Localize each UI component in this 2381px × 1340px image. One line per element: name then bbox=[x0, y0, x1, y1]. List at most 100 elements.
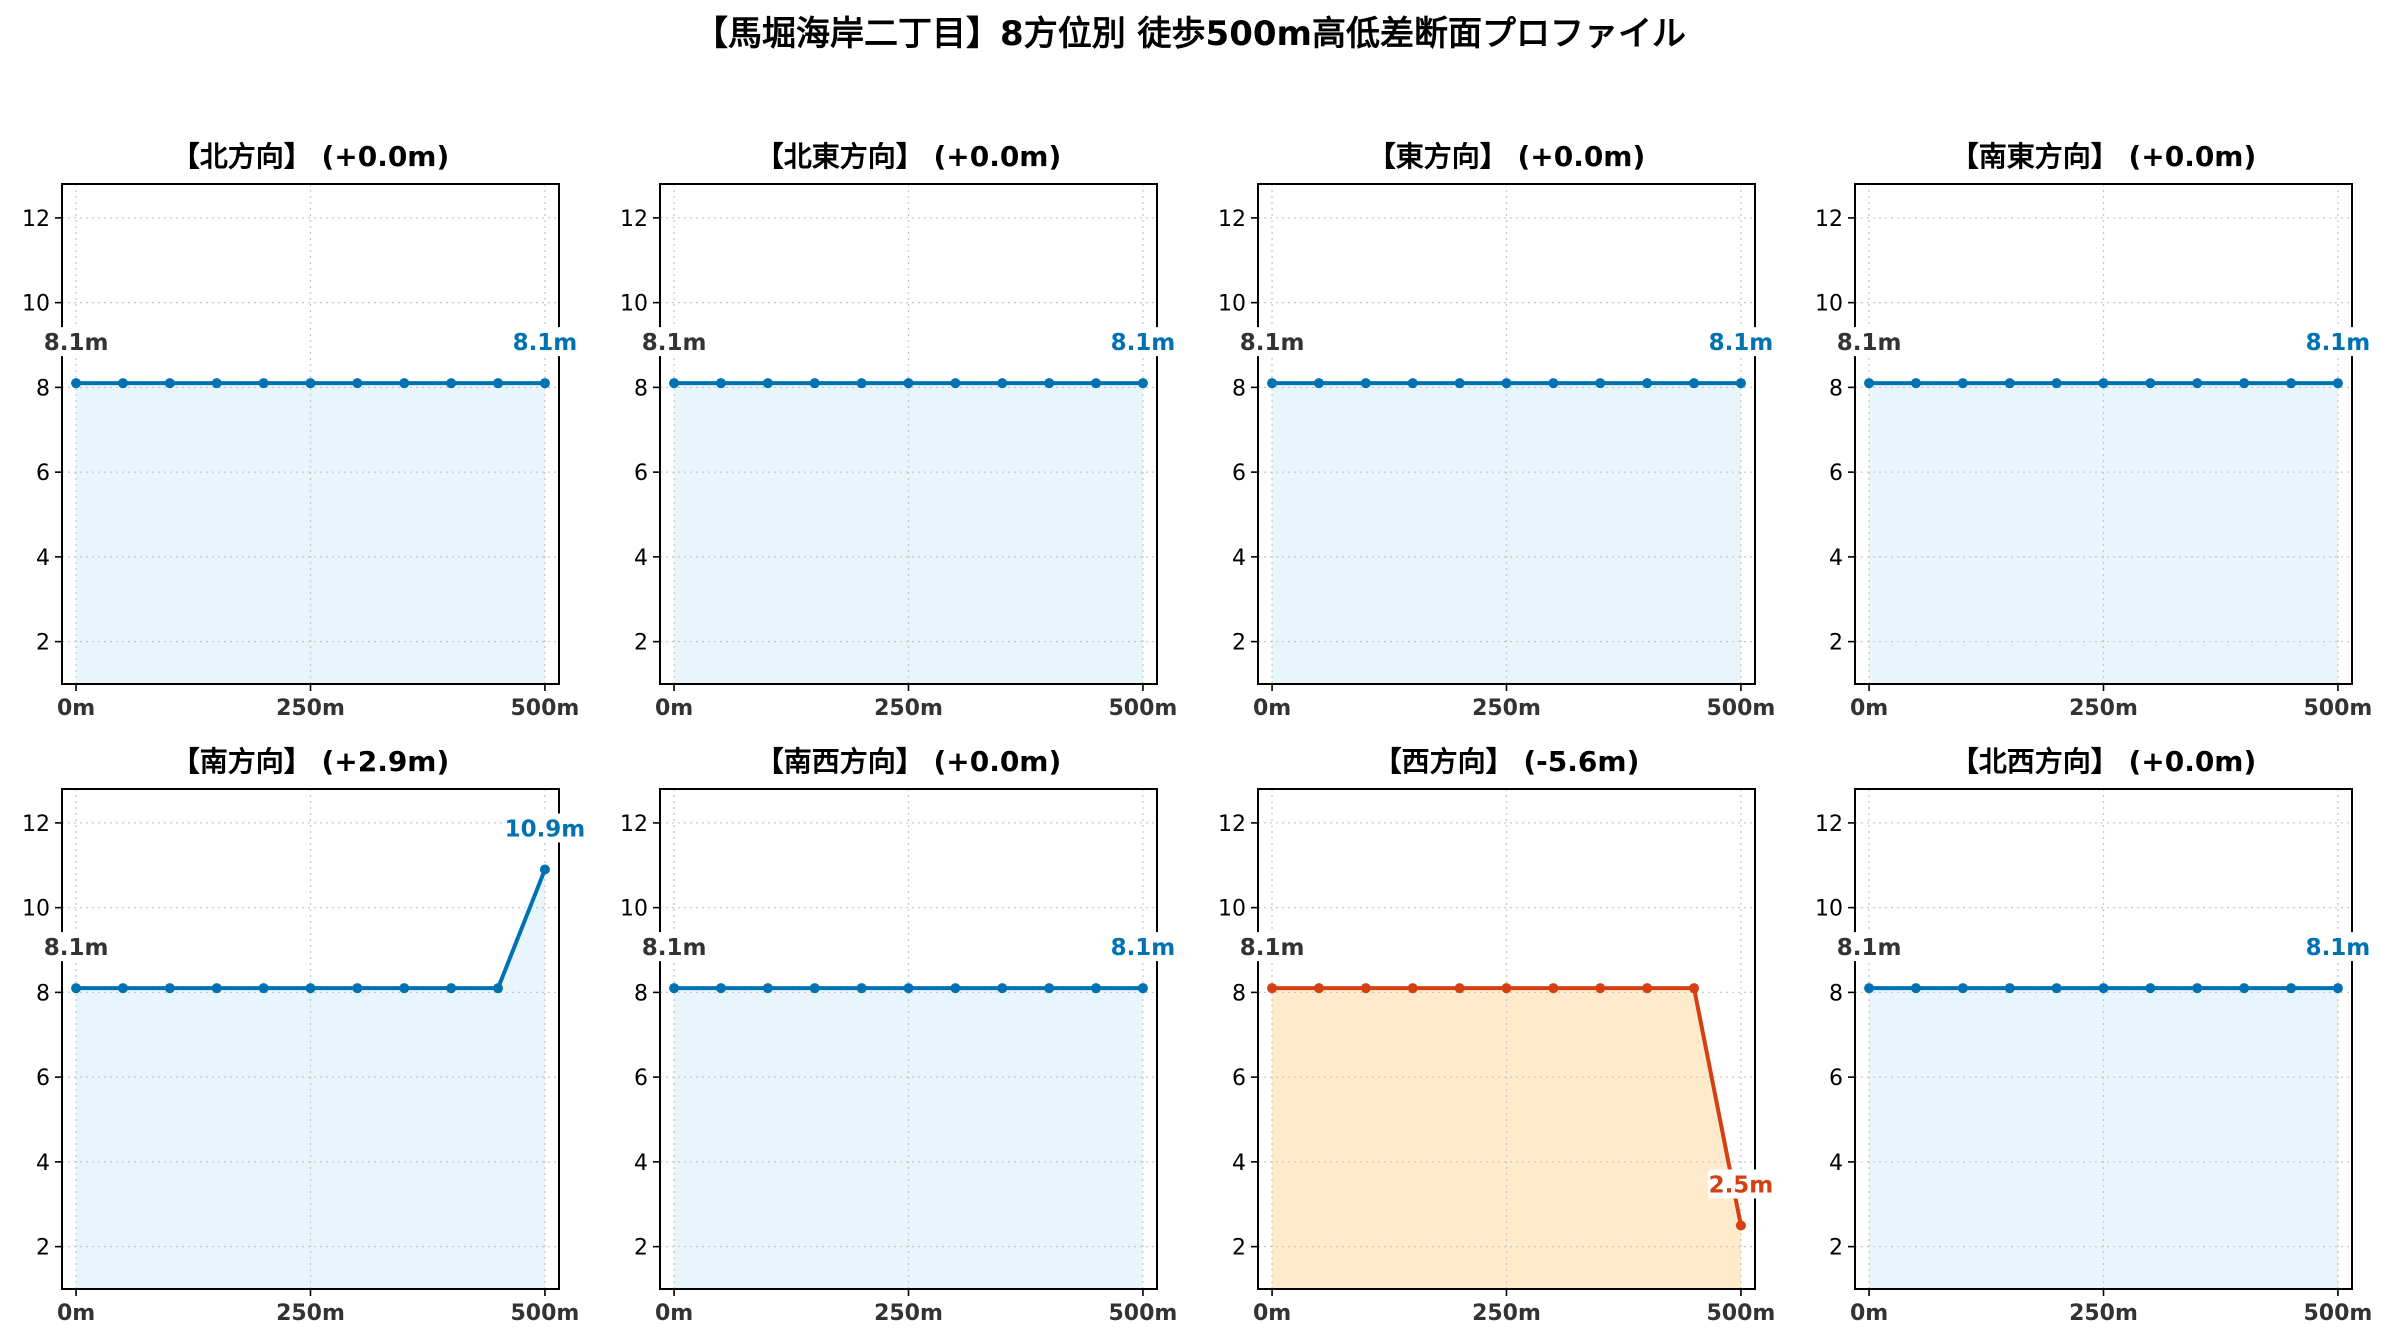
y-tick-label: 8 bbox=[1829, 376, 1843, 401]
data-point bbox=[1137, 378, 1148, 389]
start-label: 8.1m bbox=[44, 330, 109, 356]
end-label-box bbox=[511, 327, 578, 357]
panel-title: 【西方向】 (-5.6m) bbox=[1374, 745, 1640, 778]
data-point bbox=[1313, 378, 1324, 389]
data-point bbox=[305, 378, 316, 389]
y-tick-label: 4 bbox=[36, 546, 50, 571]
data-point bbox=[117, 378, 128, 389]
y-tick-label: 6 bbox=[1232, 461, 1246, 486]
panel-5: 【南方向】 (+2.9m) 2 4 6 8 10 12 0m 250m 500m 8.1m 10.9m bbox=[22, 745, 585, 1326]
data-point bbox=[903, 983, 914, 994]
figure-title: 【馬堀海岸二丁目】8方位別 徒歩500m高低差断面プロファイル bbox=[694, 14, 1686, 54]
data-point bbox=[856, 983, 867, 994]
data-point bbox=[2192, 378, 2203, 389]
data-point bbox=[539, 864, 550, 875]
x-tick-label: 250m bbox=[874, 696, 943, 721]
data-point bbox=[950, 378, 961, 389]
data-point bbox=[2192, 983, 2203, 994]
data-point bbox=[1910, 378, 1921, 389]
y-tick-label: 10 bbox=[1218, 897, 1246, 922]
data-point bbox=[997, 983, 1008, 994]
end-label: 8.1m bbox=[1111, 330, 1176, 356]
start-label-box bbox=[46, 327, 107, 357]
y-tick-label: 2 bbox=[634, 631, 648, 656]
data-point bbox=[2004, 983, 2015, 994]
data-point bbox=[669, 983, 680, 994]
x-tick-label: 0m bbox=[1253, 696, 1291, 721]
panel-title: 【北西方向】 (+0.0m) bbox=[1951, 745, 2257, 778]
x-tick-label: 500m bbox=[1707, 696, 1776, 721]
end-label: 2.5m bbox=[1709, 1172, 1774, 1198]
y-tick-label: 8 bbox=[1232, 981, 1246, 1006]
y-tick-label: 10 bbox=[22, 897, 50, 922]
data-point bbox=[305, 983, 316, 994]
y-tick-label: 10 bbox=[620, 897, 648, 922]
data-point bbox=[352, 378, 363, 389]
data-point bbox=[71, 983, 82, 994]
y-tick-label: 2 bbox=[1829, 631, 1843, 656]
data-point bbox=[1407, 983, 1418, 994]
x-tick-label: 500m bbox=[511, 696, 580, 721]
data-point bbox=[1091, 378, 1102, 389]
data-point bbox=[71, 378, 82, 389]
x-tick-label: 0m bbox=[655, 696, 693, 721]
data-point bbox=[856, 378, 867, 389]
data-point bbox=[1735, 1220, 1746, 1231]
x-tick-label: 500m bbox=[2304, 1301, 2373, 1326]
x-tick-label: 250m bbox=[276, 696, 345, 721]
data-point bbox=[2051, 983, 2062, 994]
end-label: 8.1m bbox=[2306, 935, 2371, 961]
y-tick-label: 2 bbox=[36, 631, 50, 656]
y-tick-label: 4 bbox=[1829, 1151, 1843, 1176]
data-point bbox=[2145, 378, 2156, 389]
x-tick-label: 500m bbox=[1109, 1301, 1178, 1326]
y-tick-label: 12 bbox=[1218, 812, 1246, 837]
start-label-box bbox=[644, 327, 705, 357]
data-point bbox=[1548, 378, 1559, 389]
y-tick-label: 6 bbox=[1829, 1066, 1843, 1091]
y-tick-label: 10 bbox=[22, 292, 50, 317]
end-label-box bbox=[1707, 327, 1774, 357]
data-point bbox=[1044, 983, 1055, 994]
data-point bbox=[1044, 378, 1055, 389]
data-point bbox=[1501, 378, 1512, 389]
start-label: 8.1m bbox=[642, 935, 707, 961]
y-tick-label: 4 bbox=[1829, 546, 1843, 571]
end-label: 8.1m bbox=[513, 330, 578, 356]
x-tick-label: 0m bbox=[57, 696, 95, 721]
data-point bbox=[2004, 378, 2015, 389]
data-point bbox=[1735, 378, 1746, 389]
y-tick-label: 8 bbox=[36, 376, 50, 401]
panel-1: 【北方向】 (+0.0m) 2 4 6 8 10 12 0m 250m 500m 8.1m 8.1m bbox=[22, 140, 579, 721]
data-point bbox=[1360, 378, 1371, 389]
y-tick-label: 6 bbox=[634, 461, 648, 486]
end-label: 10.9m bbox=[505, 817, 586, 843]
data-point bbox=[1407, 378, 1418, 389]
x-tick-label: 250m bbox=[276, 1301, 345, 1326]
start-label: 8.1m bbox=[1837, 935, 1902, 961]
data-point bbox=[903, 378, 914, 389]
x-tick-label: 500m bbox=[2304, 696, 2373, 721]
y-tick-label: 12 bbox=[620, 812, 648, 837]
data-point bbox=[1091, 983, 1102, 994]
panel-title: 【南東方向】 (+0.0m) bbox=[1951, 140, 2257, 173]
data-point bbox=[258, 983, 269, 994]
y-tick-label: 6 bbox=[1232, 1066, 1246, 1091]
data-point bbox=[762, 983, 773, 994]
x-tick-label: 0m bbox=[1850, 1301, 1888, 1326]
start-label-box bbox=[644, 932, 705, 962]
y-tick-label: 6 bbox=[36, 461, 50, 486]
data-point bbox=[715, 983, 726, 994]
y-tick-label: 10 bbox=[620, 292, 648, 317]
data-point bbox=[2145, 983, 2156, 994]
data-point bbox=[669, 378, 680, 389]
y-tick-label: 2 bbox=[634, 1236, 648, 1261]
y-tick-label: 8 bbox=[634, 376, 648, 401]
y-tick-label: 10 bbox=[1218, 292, 1246, 317]
start-label: 8.1m bbox=[1240, 935, 1305, 961]
y-tick-label: 2 bbox=[1829, 1236, 1843, 1261]
area-fill bbox=[76, 869, 545, 1289]
data-point bbox=[997, 378, 1008, 389]
x-tick-label: 500m bbox=[511, 1301, 580, 1326]
end-label: 8.1m bbox=[1111, 935, 1176, 961]
